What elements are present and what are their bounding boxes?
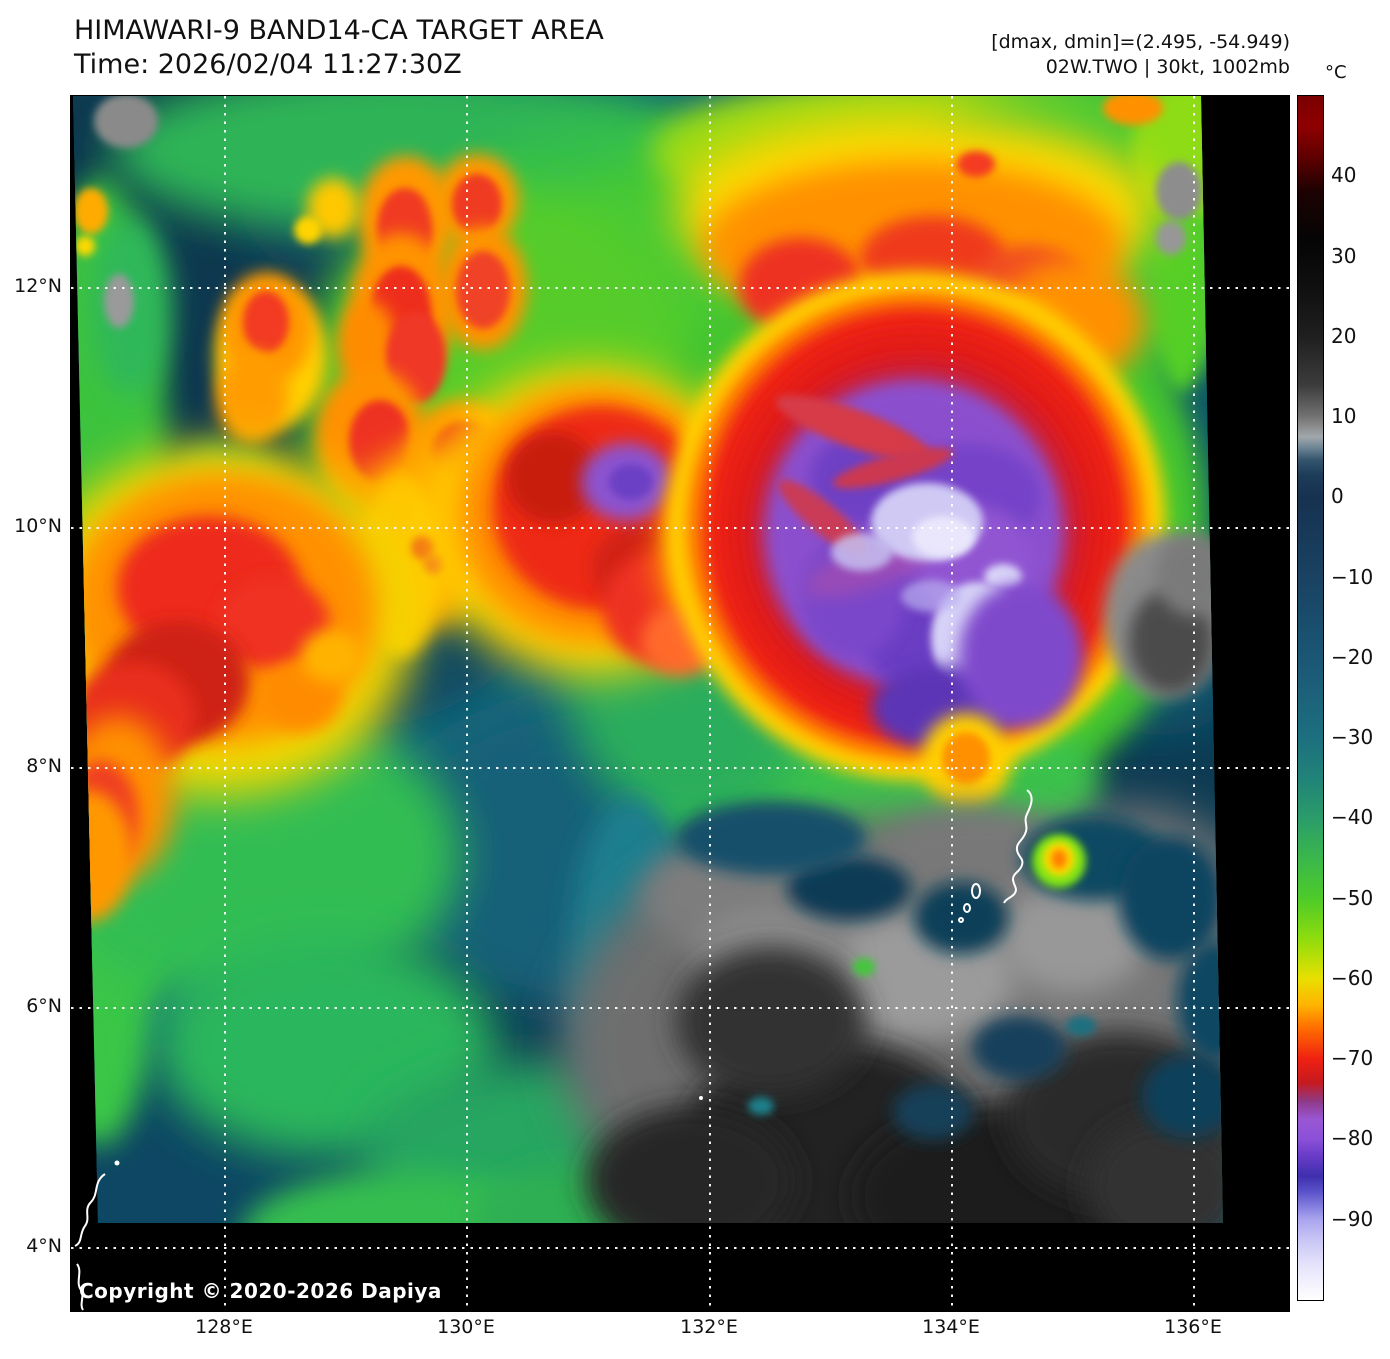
page-subtitle-time: Time: 2026/02/04 11:27:30Z [74,49,462,80]
lon-tick-label: 128°E [195,1316,253,1338]
annotation-dmax-dmin: [dmax, dmin]=(2.495, -54.949) [991,31,1290,53]
colorbar-tick-label: −20 [1331,644,1374,669]
latlon-gridlines [71,96,1289,1311]
small-island-dot [699,1096,703,1100]
annotation-storm-info: 02W.TWO | 30kt, 1002mb [1045,56,1290,78]
lon-tick-label: 130°E [437,1316,495,1338]
colorbar-tick-label: −40 [1331,805,1374,830]
colorbar-unit-label: °C [1325,62,1347,83]
map-plot-area: Copyright © 2020-2026 Dapiya [70,95,1290,1312]
small-island-dot [114,1160,120,1166]
colorbar-tick-label: −90 [1331,1206,1374,1231]
colorbar-tick-label: 0 [1331,484,1344,509]
lon-tick-label: 136°E [1164,1316,1222,1338]
lat-tick-label: 12°N [14,275,62,297]
colorbar-tick-label: 20 [1331,323,1357,348]
lat-tick-label: 8°N [26,755,62,777]
page-title: HIMAWARI-9 BAND14-CA TARGET AREA [74,15,604,46]
colorbar [1297,95,1324,1301]
colorbar-tick-label: 40 [1331,163,1357,188]
lon-tick-label: 132°E [680,1316,738,1338]
colorbar-tick-label: −50 [1331,885,1374,910]
coastline-palau [1003,789,1033,904]
satellite-swath-data [73,96,1223,1223]
satellite-scene [71,96,1289,1311]
colorbar-tick-label: −10 [1331,564,1374,589]
lat-tick-label: 6°N [26,995,62,1017]
colorbar-tick-label: −60 [1331,965,1374,990]
colorbar-tick-label: −80 [1331,1126,1374,1151]
colorbar-tick-label: 10 [1331,404,1357,429]
colorbar-tick-label: −30 [1331,725,1374,750]
coastline-overlay [74,789,1033,1311]
colorbar-tick-label: 30 [1331,243,1357,268]
coastline-halmahera [74,1173,106,1247]
copyright-label: Copyright © 2020-2026 Dapiya [79,1279,442,1303]
colorbar-tick-label: −70 [1331,1046,1374,1071]
annotation-block: [dmax, dmin]=(2.495, -54.949) 02W.TWO | … [991,30,1290,80]
lat-tick-label: 10°N [14,515,62,537]
lon-tick-label: 134°E [922,1316,980,1338]
lat-tick-label: 4°N [26,1235,62,1257]
title-block: HIMAWARI-9 BAND14-CA TARGET AREA Time: 2… [74,14,604,82]
